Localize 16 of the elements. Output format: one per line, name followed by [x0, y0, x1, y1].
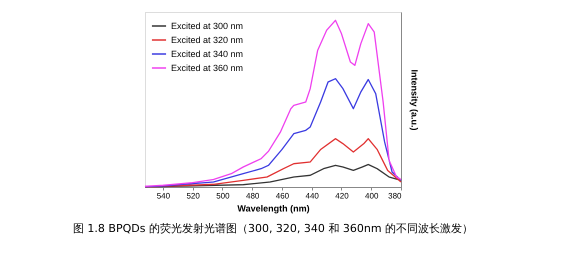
- legend-label: Excited at 360 nm: [171, 63, 244, 73]
- legend-label: Excited at 320 nm: [171, 35, 244, 45]
- x-tick-label: 540: [156, 192, 171, 200]
- legend-label: Excited at 340 nm: [171, 49, 244, 59]
- x-tick-label: 480: [246, 192, 260, 200]
- x-tick-label: 440: [306, 192, 320, 200]
- x-tick-label: 460: [276, 192, 290, 200]
- x-tick-label: 380: [388, 192, 402, 200]
- x-tick-label: 400: [365, 192, 379, 200]
- x-tick-label: 520: [186, 192, 200, 200]
- x-axis-title: Wavelength (nm): [237, 204, 310, 214]
- y-axis-title: Intensity (a.u.): [410, 69, 420, 131]
- x-tick-label: 500: [216, 192, 230, 200]
- x-tick-label: 420: [335, 192, 350, 200]
- caption: 图 1.8 BPQDs 的荧光发射光谱图（300, 320, 340 和 360nm 的不同波长激发）: [72, 222, 474, 235]
- legend-label: Excited at 300 nm: [171, 21, 244, 31]
